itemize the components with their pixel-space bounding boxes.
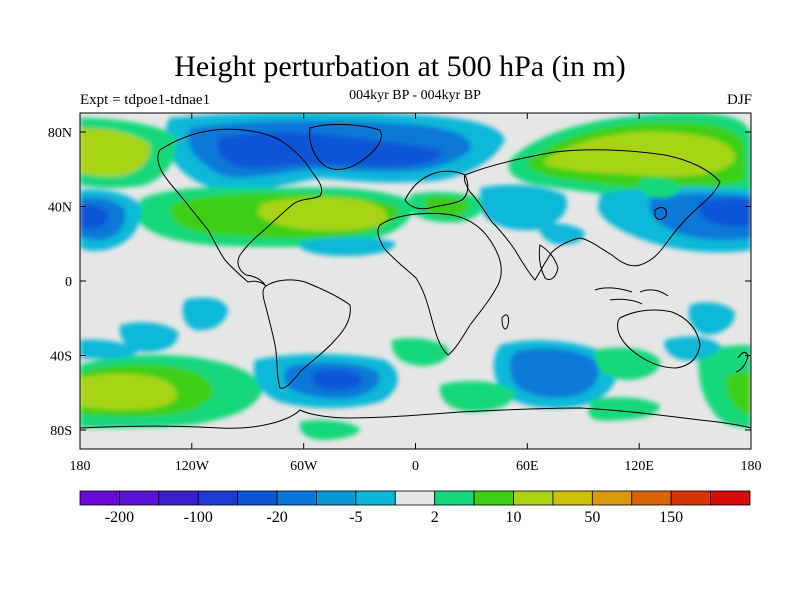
colorbar [79,490,751,506]
colorbar-swatch [710,490,751,506]
colorbar-swatch [631,490,672,506]
neg-region-south-atlantic-tropics [119,322,179,352]
lat-tick-label: 40N [48,201,72,216]
coastline-south-america [262,279,351,389]
colorbar-swatch [158,490,199,506]
lon-tick-label: 180 [741,459,762,474]
neg-region-pacific-40n-east-core [698,198,751,227]
lon-tick-label: 120E [624,459,654,474]
neg-region-south-pacific-east [664,336,720,361]
colorbar-label: 50 [584,509,600,526]
experiment-label: Expt = tdpoe1-tdnae1 [80,92,211,108]
colorbar-swatch [552,490,593,506]
colorbar-label: 10 [506,509,522,526]
neg-region-south-pacific-west [80,339,140,359]
neg-region-central-asia [480,184,567,231]
coastline-australia [617,309,701,369]
coastline-india [538,244,559,281]
colorbar-labels: -200 -100 -20 -5 2 10 50 150 [105,509,683,526]
coastline-indonesia [594,287,669,305]
lat-tick-label: 40S [50,350,72,365]
colorbar-swatch [237,490,278,506]
lat-tick-label: 80N [48,126,72,141]
lon-tick-label: 60E [516,459,539,474]
colorbar-swatch [434,490,475,506]
neg-region-north-atlantic-core [217,132,441,168]
colorbar-swatch [79,490,120,506]
neg-region-eastern-us [300,237,396,256]
colorbar-swatch [394,490,436,506]
lon-tick-marks [79,113,752,449]
coastlines [80,123,751,429]
lon-tick-label: 0 [412,459,419,474]
coastline-europe [404,170,469,210]
lat-tick-labels: 80N 40N 0 40S 80S [48,126,72,439]
colorbar-swatch [670,490,711,506]
lon-tick-label: 120W [175,459,210,474]
lat-tick-marks [80,131,751,431]
colorbar-swatch [316,490,357,506]
pos-region-antarctic [299,420,360,440]
lat-tick-label: 80S [50,424,72,439]
colorbar-swatch [197,490,239,506]
colorbar-label: 2 [431,509,439,526]
neg-region-pacific-40n-west-core [80,204,109,229]
neg-region-south-indian-mid [509,348,599,398]
colorbar-label: 150 [659,509,683,526]
coastline-japan [654,207,667,220]
period-label: 004kyr BP - 004kyr BP [349,88,481,103]
pos-region-south-atlantic [391,338,449,366]
colorbar-label: -200 [105,509,134,526]
lon-tick-label: 180 [70,459,91,474]
pos-region-south-pacific-east-core [726,372,751,415]
contour-fields [80,113,751,440]
colorbar-swatch [473,490,514,506]
lat-tick-label: 0 [65,275,72,290]
colorbar-swatch [355,490,396,506]
plot-title: Height perturbation at 500 hPa (in m) [174,50,626,83]
pos-region-atlantic-40n-core [258,197,388,231]
pos-region-north-pacific-core [80,128,151,177]
pos-region-south-indian [594,347,661,380]
colorbar-swatch [276,490,317,506]
lon-tick-label: 60W [290,459,318,474]
coastline-madagascar [501,314,509,330]
season-label: DJF [726,92,752,108]
pos-region-south-pacific-west-core [80,373,177,410]
neg-region-south-pacific-tropics [182,297,228,331]
coastline-north-america [157,128,323,287]
pos-region-japan [639,177,680,198]
colorbar-label: -20 [266,509,287,526]
coastline-greenland [309,123,382,170]
lon-tick-labels: 180 120W 60W 0 60E 120E 180 [70,459,762,474]
colorbar-swatch [513,490,554,506]
colorbar-label: -100 [184,509,213,526]
colorbar-swatch [119,490,160,506]
colorbar-swatch [591,490,633,506]
coastline-africa [377,212,502,356]
pos-region-eurasia-core [544,131,735,177]
coastline-antarctica [80,407,751,429]
coastline-asia [463,149,721,281]
pos-region-south-africa [439,380,515,412]
neg-region-south-indian-tropics [688,302,736,335]
colorbar-label: -5 [349,509,362,526]
neg-region-south-atlantic-core [312,370,363,390]
